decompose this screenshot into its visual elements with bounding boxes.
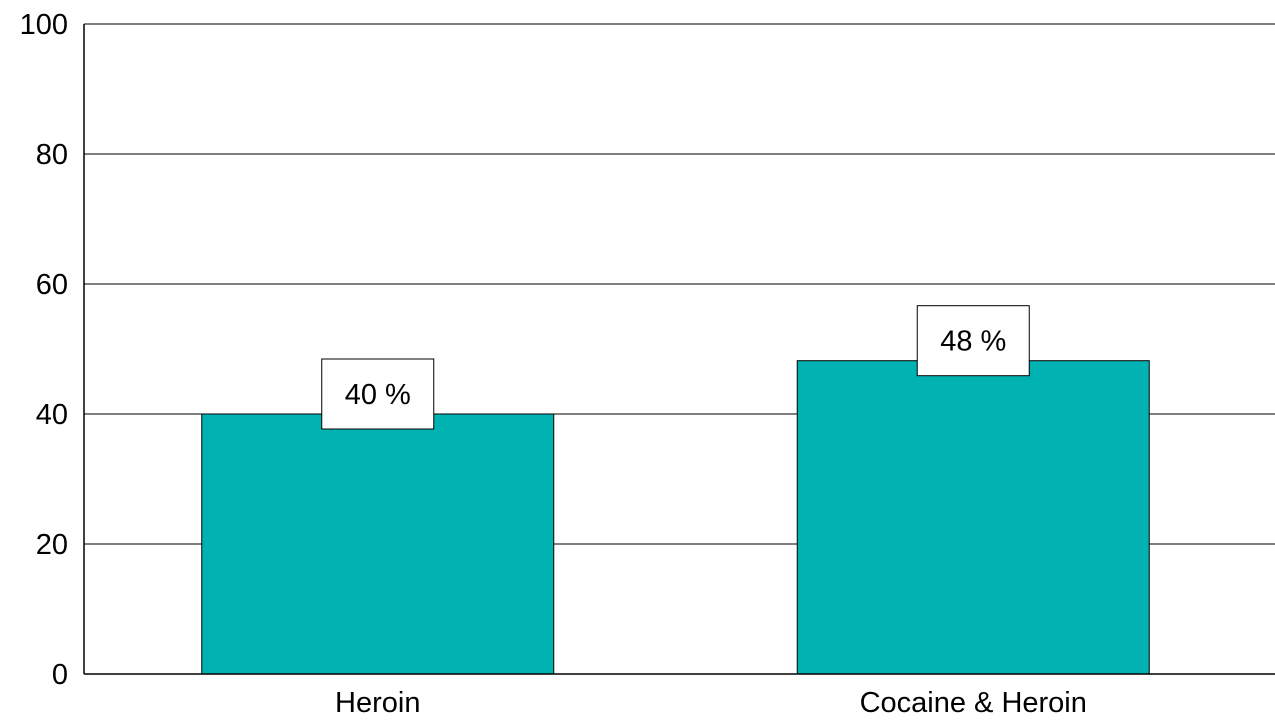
bar bbox=[201, 413, 555, 675]
y-tick-label: 80 bbox=[36, 139, 68, 171]
bar bbox=[796, 360, 1150, 675]
x-category-label: Cocaine & Heroin bbox=[860, 687, 1087, 719]
x-category-label: Heroin bbox=[335, 687, 420, 719]
x-category-labels: Heroin Cocaine & Heroin bbox=[335, 687, 1087, 719]
axes bbox=[83, 24, 1275, 675]
data-label: 48 % bbox=[940, 326, 1006, 358]
y-tick-labels: 0 20 40 60 80 100 bbox=[20, 9, 68, 691]
y-tick-label: 0 bbox=[52, 659, 68, 691]
data-label-box bbox=[321, 358, 435, 430]
y-tick-label: 60 bbox=[36, 269, 68, 301]
y-tick-label: 20 bbox=[36, 529, 68, 561]
y-tick-label: 40 bbox=[36, 399, 68, 431]
data-label-box bbox=[916, 305, 1030, 377]
data-label: 40 % bbox=[345, 379, 411, 411]
data-labels: 40 % 48 % bbox=[321, 305, 1030, 430]
y-tick-label: 100 bbox=[20, 9, 68, 41]
bars bbox=[201, 360, 1150, 675]
